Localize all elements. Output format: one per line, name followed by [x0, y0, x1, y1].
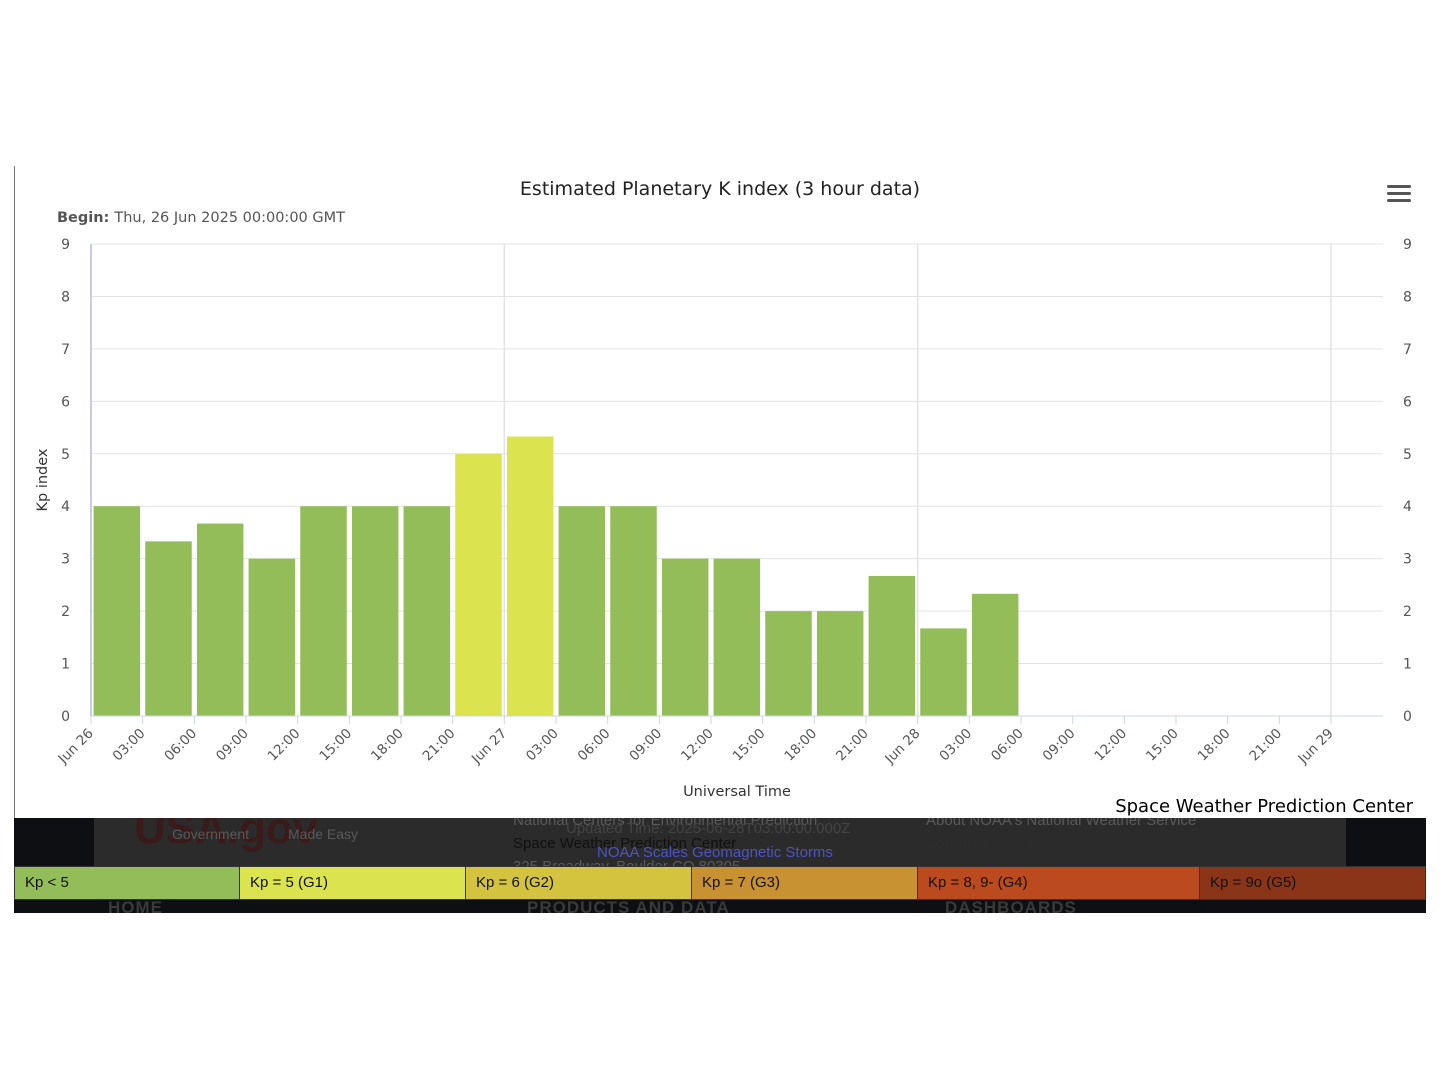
- y-tick-label-left: 0: [61, 709, 70, 725]
- x-tick-label: 18:00: [781, 726, 820, 765]
- chart-title: Estimated Planetary K index (3 hour data…: [520, 178, 920, 200]
- y-tick-label-left: 3: [61, 552, 70, 568]
- x-tick-label: 21:00: [1246, 726, 1285, 765]
- x-tick-label: Jun 29: [1295, 726, 1337, 768]
- x-tick-label: 09:00: [213, 726, 252, 765]
- kp-index-chart: Estimated Planetary K index (3 hour data…: [35, 178, 1414, 817]
- y-tick-label-right: 7: [1403, 342, 1412, 358]
- page-footer: USA.gov Government Made Easy National Ce…: [14, 818, 1426, 913]
- legend-item: Kp = 7 (G3): [692, 866, 918, 900]
- x-tick-label: 15:00: [730, 726, 769, 765]
- x-tick-label: 18:00: [368, 726, 407, 765]
- noaa-scales-title[interactable]: NOAA Scales Geomagnetic Storms: [597, 844, 833, 861]
- x-tick-label: 06:00: [575, 726, 614, 765]
- x-tick-label: 06:00: [988, 726, 1027, 765]
- x-tick-label: 03:00: [110, 726, 149, 765]
- y-tick-label-left: 4: [61, 499, 70, 515]
- y-tick-label-right: 4: [1403, 499, 1412, 515]
- x-tick-label: 09:00: [626, 726, 665, 765]
- kp-bar: [713, 558, 761, 716]
- kp-bar: [93, 506, 141, 716]
- x-tick-label: 15:00: [1143, 726, 1182, 765]
- x-tick-label: 06:00: [161, 726, 200, 765]
- kp-bar: [661, 558, 709, 716]
- kp-bar: [816, 611, 864, 716]
- hamburger-menu-icon[interactable]: [1387, 185, 1411, 205]
- y-tick-label-left: 2: [61, 604, 70, 620]
- logo-subtext-left: Government: [172, 826, 250, 842]
- nav-products-and-data[interactable]: PRODUCTS AND DATA: [527, 898, 730, 913]
- kp-bar: [971, 593, 1019, 716]
- updated-time: Updated Time: 2025-06-28T03:00:00.000Z: [566, 820, 851, 837]
- y-tick-label-left: 5: [61, 447, 70, 463]
- kp-bar: [610, 506, 657, 716]
- y-tick-label-right: 6: [1403, 394, 1412, 410]
- kp-bar: [506, 436, 554, 716]
- y-tick-label-right: 1: [1403, 657, 1412, 673]
- footer-careers-link[interactable]: Careers in Weather: [926, 835, 1056, 852]
- footer-ncep-link[interactable]: National Centers for Environmental Predi…: [513, 818, 818, 829]
- usa-gov-logo[interactable]: USA.gov: [134, 818, 318, 853]
- x-tick-label: 12:00: [1091, 726, 1130, 765]
- legend-item: Kp < 5: [14, 866, 240, 900]
- x-tick-label: 03:00: [523, 726, 562, 765]
- logo-subtext-right: Made Easy: [288, 826, 359, 842]
- x-tick-label: Jun 28: [881, 726, 923, 768]
- kp-bar: [455, 453, 502, 716]
- y-tick-label-left: 8: [61, 289, 70, 305]
- kp-bar: [558, 506, 606, 716]
- y-tick-label-left: 7: [61, 342, 70, 358]
- y-tick-label-right: 0: [1403, 709, 1412, 725]
- kp-bar: [351, 506, 399, 716]
- subtitle-value: Thu, 26 Jun 2025 00:00:00 GMT: [113, 210, 345, 226]
- x-tick-label: 03:00: [936, 726, 975, 765]
- kp-legend: Kp < 5 Kp = 5 (G1) Kp = 6 (G2) Kp = 7 (G3) K…: [14, 866, 1426, 900]
- x-tick-label: 12:00: [265, 726, 304, 765]
- kp-bar: [868, 575, 916, 716]
- nav-dashboards[interactable]: DASHBOARDS: [945, 898, 1077, 913]
- kp-bar: [196, 523, 244, 716]
- y-tick-label-left: 9: [61, 237, 70, 253]
- x-tick-label: 18:00: [1195, 726, 1234, 765]
- legend-item: Kp = 6 (G2): [466, 866, 692, 900]
- y-tick-label-left: 6: [61, 394, 70, 410]
- footer-content: USA.gov Government Made Easy National Ce…: [94, 818, 1346, 875]
- y-tick-label-right: 3: [1403, 552, 1412, 568]
- kp-bar: [300, 506, 347, 716]
- subtitle-label: Begin:: [57, 210, 109, 226]
- kp-bar: [145, 541, 192, 716]
- footer-swpc-link[interactable]: Space Weather Prediction Center: [513, 835, 737, 852]
- y-tick-label-right: 8: [1403, 289, 1412, 305]
- x-tick-label: 09:00: [1040, 726, 1079, 765]
- y-tick-label-right: 5: [1403, 447, 1412, 463]
- kp-bar: [248, 558, 296, 716]
- kp-bar: [920, 628, 967, 716]
- footer-about-nws-link[interactable]: About NOAA's National Weather Service: [926, 818, 1197, 829]
- chart-bars: [93, 436, 1019, 716]
- kp-bar: [403, 506, 451, 716]
- legend-item: Kp = 8, 9- (G4): [918, 866, 1200, 900]
- legend-item: Kp = 9o (G5): [1200, 866, 1426, 900]
- nav-home[interactable]: HOME: [108, 898, 163, 913]
- credit-label: Space Weather Prediction Center: [1115, 796, 1413, 817]
- y-tick-label-right: 2: [1403, 604, 1412, 620]
- x-tick-label: 21:00: [833, 726, 872, 765]
- x-tick-label: 12:00: [678, 726, 717, 765]
- x-tick-label: 21:00: [420, 726, 459, 765]
- y-tick-label-left: 1: [61, 657, 70, 673]
- kp-bar: [765, 611, 812, 716]
- chart-subtitle: Begin: Thu, 26 Jun 2025 00:00:00 GMT: [57, 210, 345, 226]
- x-tick-label: Jun 26: [55, 726, 97, 768]
- x-tick-label: 15:00: [316, 726, 355, 765]
- x-axis-title: Universal Time: [683, 784, 791, 800]
- x-tick-label: Jun 27: [468, 726, 510, 768]
- y-tick-label-right: 9: [1403, 237, 1412, 253]
- y-axis-title: Kp index: [35, 448, 51, 511]
- legend-item: Kp = 5 (G1): [240, 866, 466, 900]
